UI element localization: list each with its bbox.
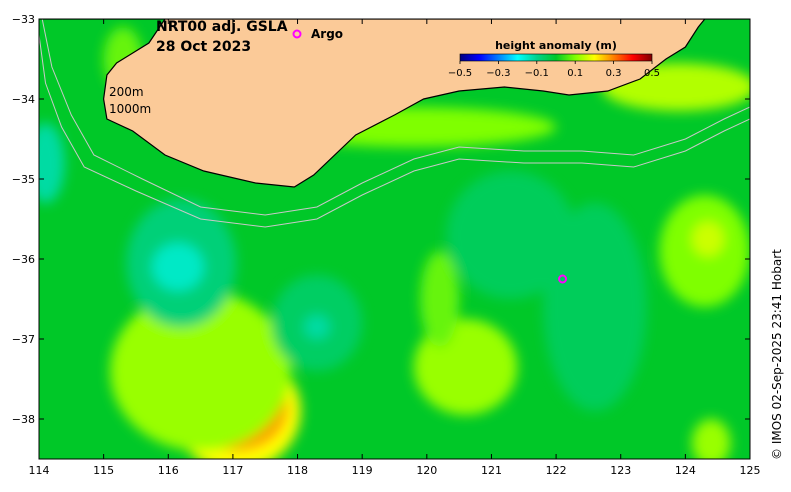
argo-float-marker (558, 274, 568, 284)
plot-frame (38, 18, 751, 460)
anomaly-blob (152, 243, 204, 291)
argo-legend-label: Argo (311, 27, 343, 41)
anomaly-blob (39, 123, 65, 203)
x-tick-label: 120 (416, 464, 437, 477)
y-tick-label: −38 (12, 413, 35, 426)
colorbar-tick-label: 0.5 (644, 68, 660, 79)
x-tick-label: 123 (610, 464, 631, 477)
anomaly-blob (110, 291, 292, 451)
x-tick-label: 117 (222, 464, 243, 477)
x-tick-label: 118 (287, 464, 308, 477)
colorbar-tick-label: −0.5 (448, 68, 472, 79)
y-tick-label: −34 (12, 93, 35, 106)
x-tick-label: 119 (352, 464, 373, 477)
y-tick-label: −36 (12, 253, 35, 266)
colorbar-tick-label: −0.3 (486, 68, 510, 79)
argo-legend-marker (292, 29, 302, 39)
colorbar: height anomaly (m) −0.5 −0.3 −0.1 0.1 0.3 0.5 (448, 39, 660, 79)
anomaly-blob (691, 419, 731, 459)
argo-floats (558, 274, 568, 284)
isobath-200m-label: 200m (109, 85, 144, 99)
colorbar-gradient (459, 53, 653, 62)
anomaly-blob (691, 221, 725, 257)
y-tick-label: −35 (12, 173, 35, 186)
isobath-200m-line (41, 19, 750, 216)
colorbar-tick-label: 0.1 (567, 68, 583, 79)
x-tick-label: 125 (740, 464, 761, 477)
x-tick-label: 122 (546, 464, 567, 477)
y-tick-label: −33 (12, 13, 35, 26)
x-tick-label: 116 (158, 464, 179, 477)
colorbar-tick-label: −0.1 (525, 68, 549, 79)
isobath-1000m-label: 1000m (109, 102, 151, 116)
y-tick-label: −37 (12, 333, 35, 346)
isobath-1000m-line (39, 34, 750, 228)
x-axis: 114 115 116 117 118 119 120 121 122 123 124 125 (29, 19, 761, 477)
anomaly-blob (304, 315, 330, 339)
y-axis: −33 −34 −35 −36 −37 −38 (12, 13, 750, 426)
x-tick-label: 114 (29, 464, 50, 477)
map-date: 28 Oct 2023 (156, 39, 251, 55)
x-tick-label: 115 (93, 464, 114, 477)
imos-credit: © IMOS 02-Sep-2025 23:41 Hobart (770, 249, 784, 460)
colorbar-tick-label: 0.3 (606, 68, 622, 79)
anomaly-blob (446, 171, 576, 299)
map-title: NRT00 adj. GSLA (156, 19, 288, 35)
x-tick-label: 124 (675, 464, 696, 477)
anomaly-blob (420, 251, 460, 347)
colorbar-ticks: −0.5 −0.3 −0.1 0.1 0.3 0.5 (448, 61, 660, 79)
colorbar-title: height anomaly (m) (495, 39, 617, 52)
anomaly-field (39, 27, 750, 459)
x-tick-label: 121 (481, 464, 502, 477)
